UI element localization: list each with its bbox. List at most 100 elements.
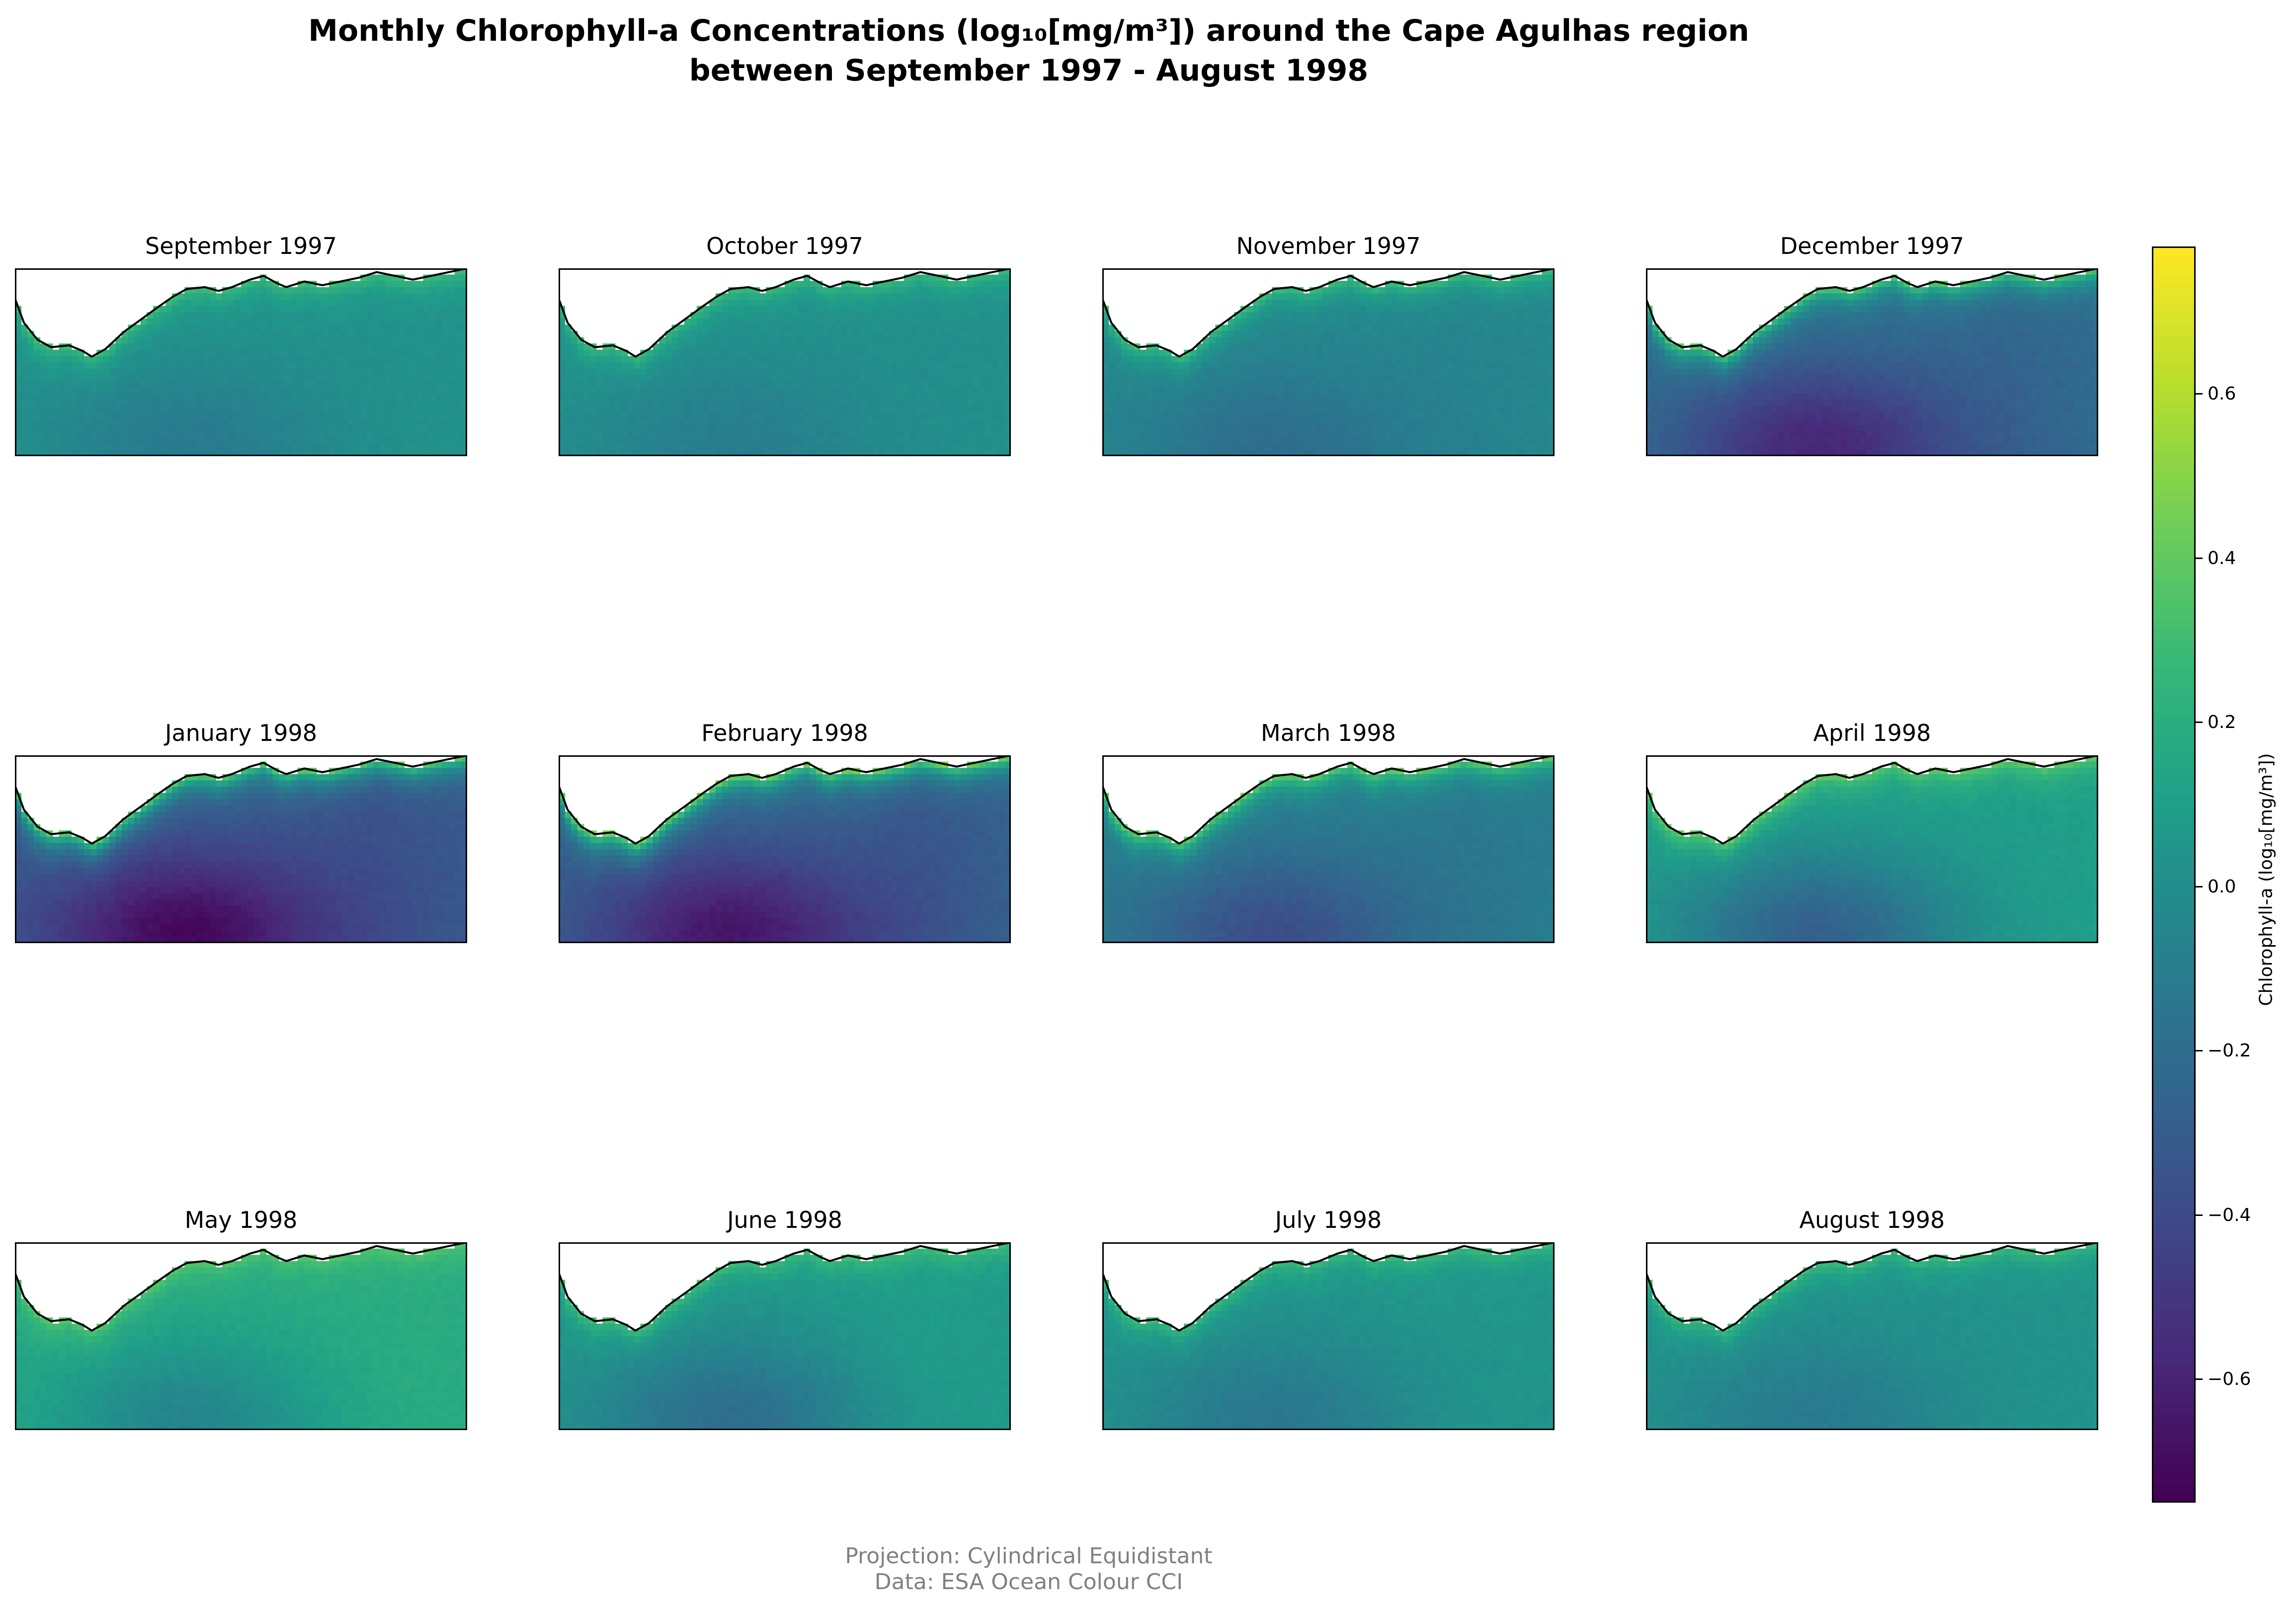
map-cell	[910, 312, 917, 319]
map-cell	[304, 306, 311, 313]
map-cell	[1146, 431, 1153, 438]
map-cell	[435, 406, 443, 413]
map-cell	[347, 318, 355, 325]
map-cell	[448, 443, 455, 450]
map-cell	[1228, 425, 1235, 432]
map-cell	[904, 425, 911, 432]
map-cell	[1184, 418, 1191, 425]
map-cell	[1228, 406, 1235, 413]
map-cell	[866, 343, 873, 350]
map-cell	[697, 381, 704, 388]
map-cell	[941, 312, 949, 319]
map-cell	[228, 412, 235, 419]
map-cell	[1184, 381, 1191, 388]
map-cell	[178, 337, 185, 344]
map-cell	[454, 381, 461, 388]
map-cell	[1240, 437, 1247, 444]
map-cell	[216, 300, 223, 307]
map-cell	[1441, 443, 1448, 450]
map-cell	[653, 443, 659, 450]
map-cell	[241, 431, 248, 438]
map-cell	[941, 343, 949, 350]
map-cell	[398, 343, 405, 350]
map-cell	[190, 362, 198, 369]
map-cell	[1391, 318, 1398, 325]
map-cell	[916, 425, 923, 432]
map-cell	[979, 381, 986, 388]
map-cell	[847, 375, 854, 382]
map-cell	[828, 300, 835, 307]
map-cell	[52, 443, 60, 450]
map-cell	[153, 324, 160, 331]
map-cell	[1435, 394, 1442, 401]
map-cell	[423, 387, 430, 394]
map-cell	[1347, 281, 1354, 288]
map-cell	[435, 381, 443, 388]
map-cell	[1278, 394, 1285, 401]
map-cell	[1448, 312, 1455, 319]
map-cell	[1272, 337, 1279, 344]
map-cell	[1190, 394, 1197, 401]
map-cell	[734, 375, 741, 382]
map-cell	[778, 356, 785, 363]
map-cell	[27, 368, 34, 375]
map-cell	[684, 418, 691, 425]
map-cell	[1203, 349, 1210, 356]
map-cell	[291, 425, 298, 432]
map-cell	[1146, 425, 1153, 432]
map-cell	[967, 356, 974, 363]
map-cell	[1372, 443, 1379, 450]
map-cell	[1004, 387, 1011, 394]
map-cell	[715, 400, 723, 406]
map-cell	[1347, 387, 1354, 394]
map-cell	[46, 362, 53, 369]
map-cell	[828, 287, 835, 294]
map-cell	[341, 312, 348, 319]
map-cell	[121, 412, 129, 419]
map-cell	[328, 437, 336, 444]
map-cell	[653, 437, 659, 444]
map-cell	[373, 349, 380, 356]
map-cell	[209, 437, 217, 444]
map-cell	[766, 412, 773, 419]
map-cell	[759, 331, 766, 338]
map-cell	[266, 387, 273, 394]
map-cell	[259, 412, 267, 419]
map-cell	[1184, 450, 1191, 456]
map-cell	[684, 324, 691, 331]
map-cell	[272, 443, 279, 450]
map-cell	[171, 368, 179, 375]
map-cell	[1366, 400, 1373, 406]
map-cell	[52, 412, 60, 419]
map-cell	[734, 312, 741, 319]
map-cell	[791, 300, 798, 307]
map-cell	[184, 400, 191, 406]
map-cell	[728, 362, 735, 369]
map-cell	[847, 306, 854, 313]
map-cell	[979, 312, 986, 319]
map-cell	[316, 293, 323, 300]
map-cell	[216, 406, 223, 413]
map-cell	[1165, 443, 1172, 450]
map-cell	[21, 331, 28, 338]
map-cell	[222, 443, 229, 450]
map-cell	[297, 418, 304, 425]
map-cell	[1004, 375, 1011, 382]
map-cell	[360, 375, 367, 382]
map-cell	[15, 394, 22, 401]
map-cell	[323, 381, 329, 388]
map-cell	[822, 331, 829, 338]
map-cell	[1441, 412, 1448, 419]
map-cell	[1303, 381, 1310, 388]
map-cell	[916, 312, 923, 319]
map-cell	[785, 437, 792, 444]
map-cell	[665, 368, 672, 375]
map-cell	[1196, 375, 1203, 382]
map-cell	[785, 343, 792, 350]
map-cell	[59, 450, 66, 456]
map-cell	[102, 381, 110, 388]
map-cell	[941, 349, 949, 356]
map-cell	[979, 362, 986, 369]
map-cell	[1115, 450, 1122, 456]
map-cell	[121, 375, 129, 382]
